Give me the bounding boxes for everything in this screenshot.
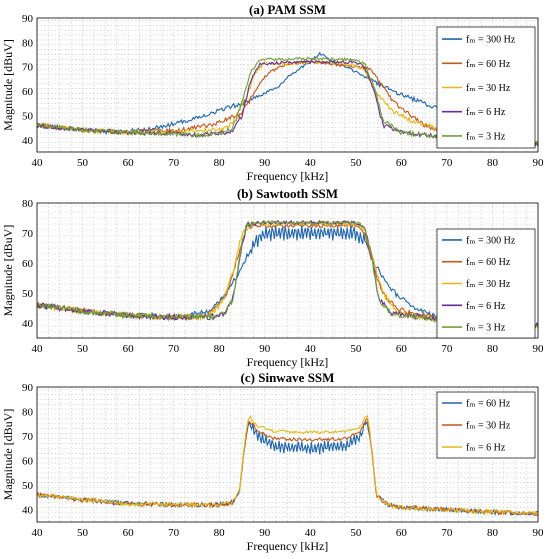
x-tick-label: 50 (77, 527, 89, 539)
x-tick-label: 70 (441, 343, 453, 355)
chart-panel-1: (a) PAM SSM 40 50 60 70 80 90 40 50 60 70 80 90 40 50 6… (1, 2, 544, 183)
x-tick-label: 40 (305, 157, 317, 169)
x-tick-label: 80 (487, 527, 499, 539)
y-axis-label: Magnitude [dBuV] (1, 225, 15, 317)
panel-title: (a) PAM SSM (249, 2, 326, 17)
plot-frame (36, 386, 539, 523)
legend-entry: fₘ = 60 Hz (466, 257, 511, 268)
legend: fₘ = 300 Hz fₘ = 60 Hz fₘ = 30 Hz fₘ = 6 Hz… (436, 228, 536, 339)
legend-entry: fₘ = 60 Hz (466, 399, 511, 410)
plot-frame (36, 202, 539, 339)
y-tick-label: 70 (22, 62, 34, 74)
x-tick-label: 90 (533, 343, 545, 355)
x-tick-label: 50 (350, 343, 362, 355)
x-tick-label: 60 (396, 527, 408, 539)
x-tick-label: 80 (214, 157, 226, 169)
legend-entry: fₘ = 30 Hz (466, 279, 511, 290)
y-tick-label: 40 (22, 318, 34, 330)
legend: fₘ = 60 Hz fₘ = 30 Hz fₘ = 6 Hz (436, 391, 536, 459)
x-tick-label: 60 (396, 157, 408, 169)
chart-panel-2: (b) Sawtooth SSM 40 50 60 70 80 90 40 50 60 70 80 90… (1, 186, 544, 369)
legend-entry: fₘ = 300 Hz (466, 35, 516, 46)
y-axis-label: Magnitude [dBuV] (1, 409, 15, 501)
y-tick-label: 70 (22, 431, 34, 443)
x-tick-label: 50 (350, 527, 362, 539)
x-tick-label: 40 (32, 343, 44, 355)
y-tick-label: 50 (22, 288, 34, 300)
y-tick-label: 50 (22, 480, 34, 492)
x-tick-label: 90 (533, 157, 545, 169)
x-tick-label: 60 (123, 343, 135, 355)
x-tick-label: 70 (168, 157, 180, 169)
y-tick-label: 40 (22, 135, 34, 147)
y-tick-label: 70 (22, 228, 34, 240)
x-tick-label: 80 (214, 343, 226, 355)
legend-entry: fₘ = 6 Hz (466, 443, 506, 454)
x-tick-label: 70 (168, 343, 180, 355)
x-tick-label: 40 (305, 343, 317, 355)
series-line-2 (36, 418, 539, 517)
x-tick-label: 80 (487, 157, 499, 169)
legend-entry: fₘ = 30 Hz (466, 83, 511, 94)
y-tick-label: 50 (22, 110, 34, 122)
x-tick-label: 60 (123, 527, 135, 539)
y-tick-label: 80 (22, 37, 34, 49)
legend-entry: fₘ = 6 Hz (466, 301, 506, 312)
chart-panel-3: (c) Sinwave SSM 40 50 60 70 80 90 40 50 60 70 80 90 4… (1, 370, 544, 553)
legend-entry: fₘ = 3 Hz (466, 323, 506, 334)
x-tick-label: 60 (123, 157, 135, 169)
x-tick-label: 40 (32, 527, 44, 539)
y-tick-label: 80 (22, 198, 34, 210)
panel-title: (b) Sawtooth SSM (237, 186, 338, 201)
y-axis-label: Magnitude [dBuV] (1, 39, 15, 131)
x-tick-label: 90 (259, 343, 271, 355)
legend-entry: fₘ = 3 Hz (466, 131, 506, 142)
x-tick-label: 70 (441, 157, 453, 169)
legend-entry: fₘ = 30 Hz (466, 421, 511, 432)
x-tick-label: 40 (305, 527, 317, 539)
x-tick-label: 50 (77, 343, 89, 355)
x-tick-label: 50 (77, 157, 89, 169)
legend: fₘ = 300 Hz fₘ = 60 Hz fₘ = 30 Hz fₘ = 6 Hz… (436, 26, 536, 149)
x-tick-label: 70 (441, 527, 453, 539)
x-tick-label: 50 (350, 157, 362, 169)
y-tick-label: 90 (22, 13, 34, 25)
y-tick-label: 60 (22, 86, 34, 98)
legend-entry: fₘ = 6 Hz (466, 107, 506, 118)
series-line-3 (36, 414, 539, 516)
legend-entry: fₘ = 300 Hz (466, 235, 516, 246)
x-axis-label: Frequency [kHz] (247, 169, 329, 183)
x-tick-label: 90 (259, 157, 271, 169)
y-tick-label: 40 (22, 505, 34, 517)
x-axis-label: Frequency [kHz] (247, 355, 329, 369)
y-tick-label: 60 (22, 456, 34, 468)
y-tick-label: 80 (22, 407, 34, 419)
legend-entry: fₘ = 60 Hz (466, 59, 511, 70)
plot-frame (36, 17, 539, 153)
x-tick-label: 60 (396, 343, 408, 355)
x-tick-label: 80 (487, 343, 499, 355)
x-tick-label: 80 (214, 527, 226, 539)
y-tick-label: 60 (22, 258, 34, 270)
x-tick-label: 90 (533, 527, 545, 539)
x-tick-label: 70 (168, 527, 180, 539)
panel-title: (c) Sinwave SSM (241, 370, 335, 385)
y-tick-label: 90 (22, 382, 34, 394)
x-tick-label: 90 (259, 527, 271, 539)
x-tick-label: 40 (32, 157, 44, 169)
x-axis-label: Frequency [kHz] (247, 539, 329, 553)
